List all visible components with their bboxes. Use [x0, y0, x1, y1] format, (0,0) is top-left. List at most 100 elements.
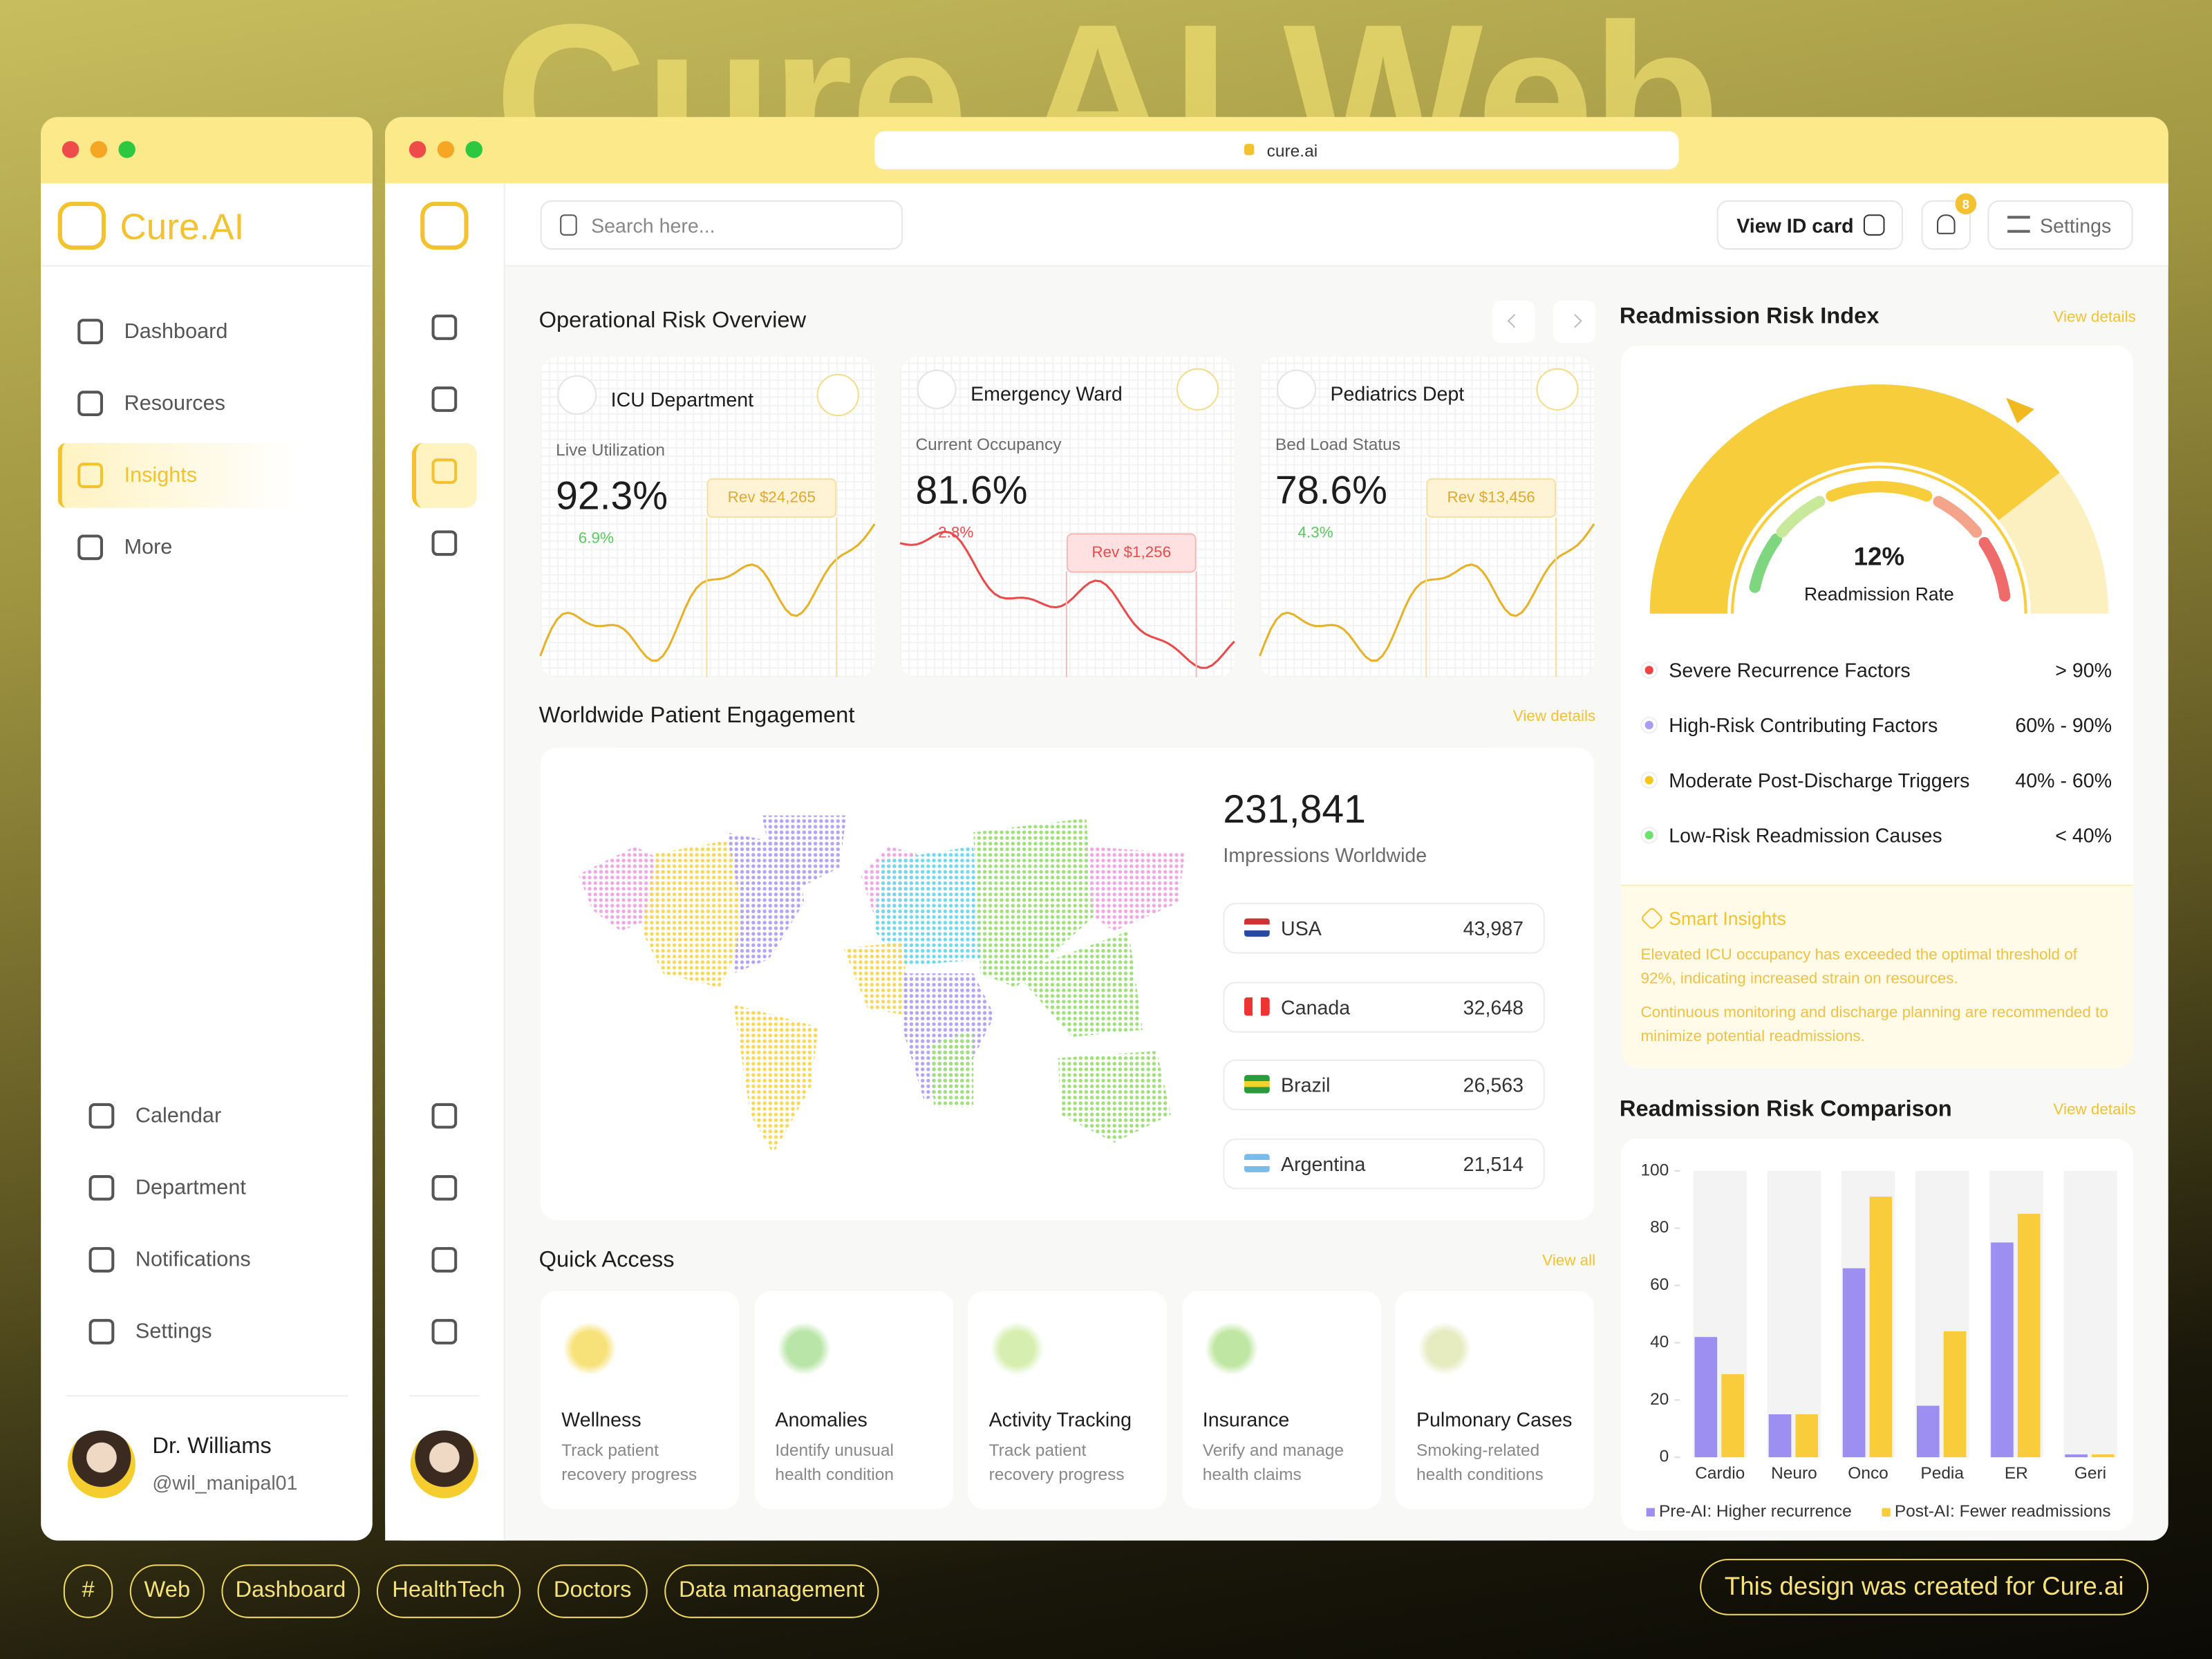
view-link[interactable]: View details — [2053, 308, 2136, 326]
tag[interactable] — [221, 1564, 360, 1618]
country-value: 43,987 — [1463, 917, 1524, 940]
bar — [1768, 1414, 1792, 1458]
tag-label[interactable]: HealthTech — [392, 1578, 505, 1603]
factor-range: > 90% — [2055, 659, 2112, 682]
arrow-button[interactable] — [816, 373, 859, 417]
nav-item[interactable]: Department — [135, 1176, 246, 1200]
tag[interactable] — [664, 1564, 879, 1618]
window-dot[interactable] — [437, 141, 455, 158]
quick-desc: Track patient recovery progress — [561, 1440, 697, 1484]
tag-label[interactable]: Doctors — [553, 1578, 632, 1603]
metric-value: 81.6% — [915, 468, 1028, 512]
rail-icon[interactable] — [431, 458, 458, 484]
map-region — [843, 942, 910, 1016]
nav-item[interactable]: Insights — [124, 463, 198, 488]
nav-item[interactable]: Notifications — [135, 1248, 251, 1272]
country-name: Argentina — [1281, 1152, 1366, 1176]
window-dot[interactable] — [90, 141, 108, 158]
nav-item[interactable]: Settings — [135, 1320, 212, 1344]
tag-label[interactable]: Data management — [678, 1578, 865, 1603]
bar — [1943, 1331, 1967, 1458]
card-icon — [917, 369, 957, 409]
map-region — [1058, 1051, 1171, 1143]
y-tick-label: 80 — [1650, 1218, 1669, 1237]
sidebar-divider — [41, 265, 373, 267]
user-name: Dr. Williams — [152, 1434, 272, 1459]
bell-icon — [1937, 214, 1956, 234]
y-tick-label: 60 — [1650, 1275, 1669, 1294]
country-name: Brazil — [1281, 1074, 1331, 1097]
gauge-pin — [2006, 397, 2034, 424]
gauge-ring — [1731, 465, 2027, 614]
factor-dot — [1642, 718, 1656, 733]
map-region — [733, 1004, 818, 1154]
nav-item[interactable]: Dashboard — [124, 319, 228, 344]
tag[interactable] — [376, 1564, 521, 1618]
footer-pill — [1700, 1559, 2149, 1615]
map-region — [874, 846, 981, 966]
nav-item[interactable]: Resources — [124, 391, 225, 416]
quick-title: Pulmonary Cases — [1416, 1407, 1573, 1431]
window-dot[interactable] — [409, 141, 427, 158]
window-dot[interactable] — [465, 141, 482, 158]
rail-icon[interactable] — [431, 386, 458, 412]
pager-button[interactable] — [1492, 300, 1535, 343]
view-link[interactable]: View details — [1512, 708, 1596, 725]
rail-icon[interactable] — [431, 1319, 458, 1344]
window-dot[interactable] — [62, 141, 79, 158]
avatar — [67, 1430, 135, 1499]
map-region — [930, 1029, 974, 1108]
bar — [2017, 1214, 2041, 1458]
gauge-segment — [1776, 496, 1826, 538]
gauge-label: Readmission Rate — [1803, 583, 1954, 605]
window-dot[interactable] — [118, 141, 135, 158]
rail-icon[interactable] — [431, 1103, 458, 1129]
country-row — [1223, 1138, 1545, 1190]
legend-label: Pre-AI: Higher recurrence — [1659, 1502, 1852, 1521]
risk-card — [900, 357, 1235, 677]
view-link[interactable]: View all — [1542, 1253, 1596, 1270]
insights-title: Smart Insights — [1669, 908, 1786, 929]
settings-button[interactable] — [1987, 200, 2133, 250]
bar — [1795, 1414, 1819, 1458]
rail-active — [411, 442, 477, 508]
rail-icon[interactable] — [431, 315, 458, 340]
tag-label[interactable]: # — [82, 1578, 95, 1603]
tag-label[interactable]: Web — [144, 1578, 191, 1603]
map-region — [973, 818, 1094, 988]
tooltip-label: Rev $24,265 — [727, 489, 816, 507]
section-title: Quick Access — [538, 1248, 675, 1273]
smart-insights — [1620, 884, 2133, 1068]
arrow-button[interactable] — [1177, 368, 1219, 411]
search-icon — [560, 214, 577, 236]
rail-icon[interactable] — [431, 530, 458, 556]
id-card-button[interactable] — [1716, 200, 1904, 250]
gauge-value: 12% — [1853, 542, 1905, 571]
nav-item[interactable]: Calendar — [135, 1103, 222, 1128]
url-field[interactable] — [874, 131, 1679, 169]
map-region — [1086, 846, 1185, 931]
view-link[interactable]: View details — [2053, 1101, 2136, 1119]
factor-dot — [1642, 773, 1656, 787]
tag-label[interactable]: Dashboard — [235, 1578, 346, 1603]
map-region — [903, 973, 995, 1100]
arrow-button[interactable] — [1536, 368, 1579, 411]
tag[interactable] — [63, 1564, 113, 1618]
card-icon — [1276, 369, 1317, 409]
legend-label: Post-AI: Fewer readmissions — [1895, 1502, 2111, 1521]
quick-desc: Smoking-related health conditions — [1416, 1440, 1544, 1484]
metric-label: Bed Load Status — [1275, 434, 1400, 455]
tag[interactable] — [129, 1564, 205, 1618]
rail-icon[interactable] — [431, 1174, 458, 1201]
quick-icon — [776, 1322, 831, 1376]
quick-icon — [563, 1322, 617, 1376]
tooltip-label: Rev $1,256 — [1091, 544, 1172, 562]
factor-name: Severe Recurrence Factors — [1669, 659, 1911, 682]
nav-item[interactable]: More — [124, 535, 173, 560]
tag[interactable] — [537, 1564, 648, 1618]
factor-name: High-Risk Contributing Factors — [1669, 713, 1938, 737]
nav-icon — [77, 319, 103, 344]
pager-button[interactable] — [1553, 300, 1596, 343]
search-box[interactable] — [540, 200, 903, 250]
rail-icon[interactable] — [431, 1247, 458, 1273]
